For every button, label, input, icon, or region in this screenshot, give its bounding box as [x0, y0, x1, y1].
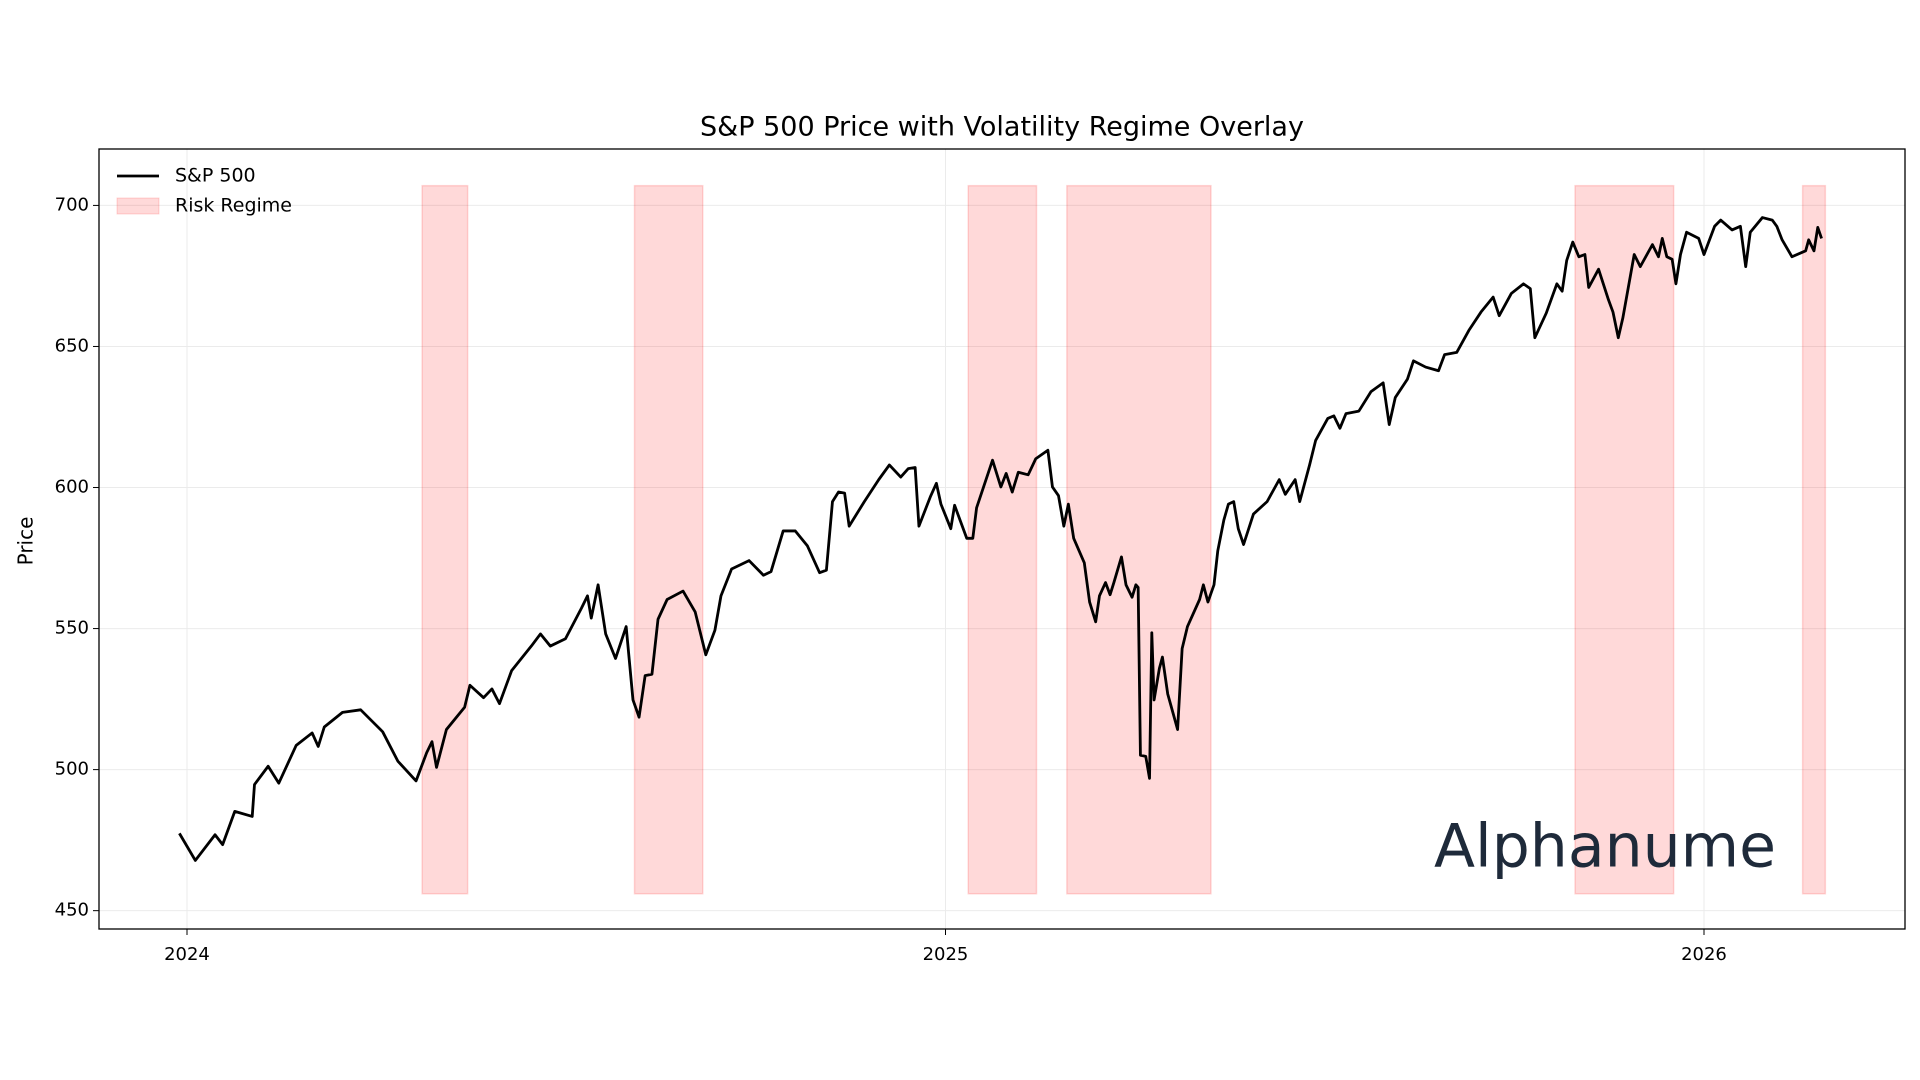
y-tick-label: 500: [55, 759, 89, 780]
watermark: Alphanume: [1434, 812, 1776, 882]
regime-span: [1574, 184, 1675, 895]
regime-span: [1066, 184, 1212, 895]
y-tick-label: 550: [55, 618, 89, 639]
y-axis-label: Price: [14, 517, 38, 566]
chart-title: S&P 500 Price with Volatility Regime Ove…: [700, 112, 1304, 143]
y-tick-label: 600: [55, 477, 89, 498]
legend-label: S&P 500: [175, 165, 256, 187]
price-line: [178, 216, 1823, 862]
legend-label: Risk Regime: [175, 195, 292, 217]
x-tick-label: 2024: [164, 944, 210, 965]
x-tick-label: 2026: [1681, 944, 1727, 965]
regime-span: [421, 184, 469, 895]
y-tick-label: 700: [55, 194, 89, 215]
legend-swatch: [116, 197, 160, 215]
y-tick-label: 650: [55, 335, 89, 356]
regime-span: [967, 184, 1038, 895]
regime-span: [633, 184, 704, 895]
plot-frame: [98, 148, 1906, 930]
x-tick-label: 2025: [923, 944, 969, 965]
y-tick-label: 450: [55, 900, 89, 921]
regime-span: [1801, 184, 1827, 895]
